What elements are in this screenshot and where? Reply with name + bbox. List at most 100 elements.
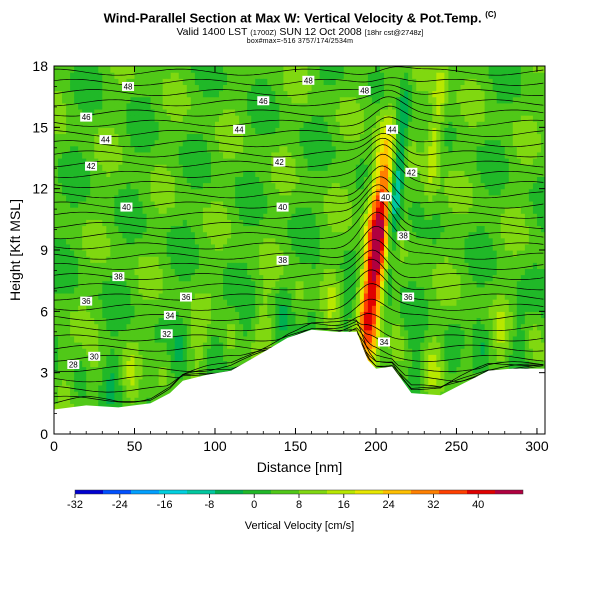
field-cell bbox=[202, 231, 208, 239]
field-cell bbox=[287, 121, 293, 128]
field-cell bbox=[202, 139, 208, 147]
field-cell bbox=[66, 78, 71, 85]
field-cell bbox=[371, 151, 377, 159]
field-cell bbox=[142, 250, 148, 257]
field-cell bbox=[106, 237, 111, 245]
field-cell bbox=[247, 170, 252, 177]
field-cell bbox=[86, 96, 91, 104]
field-cell bbox=[206, 108, 212, 116]
field-cell bbox=[287, 170, 293, 177]
field-cell bbox=[299, 286, 305, 294]
field-cell bbox=[106, 262, 111, 269]
field-cell bbox=[351, 182, 357, 190]
field-cell bbox=[323, 219, 329, 227]
field-cell bbox=[379, 151, 385, 159]
field-cell bbox=[110, 213, 115, 220]
field-cell bbox=[206, 243, 212, 251]
field-cell bbox=[214, 335, 220, 343]
field-cell bbox=[166, 280, 172, 288]
field-cell bbox=[90, 391, 95, 398]
field-cell bbox=[74, 115, 79, 122]
field-cell bbox=[106, 292, 111, 300]
field-cell bbox=[251, 72, 256, 79]
field-cell bbox=[126, 231, 132, 239]
field-cell bbox=[307, 188, 313, 196]
field-cell bbox=[363, 317, 369, 325]
field-cell bbox=[150, 213, 156, 220]
field-cell bbox=[134, 317, 140, 325]
field-cell bbox=[271, 72, 276, 79]
field-cell bbox=[74, 194, 79, 202]
field-cell bbox=[54, 133, 59, 141]
field-cell bbox=[299, 262, 305, 269]
field-cell bbox=[367, 305, 373, 312]
field-cell bbox=[263, 268, 268, 276]
field-cell bbox=[118, 66, 124, 73]
field-cell bbox=[303, 96, 309, 104]
field-cell bbox=[271, 292, 276, 300]
field-cell bbox=[283, 329, 289, 337]
field-cell bbox=[323, 207, 329, 214]
field-cell bbox=[299, 200, 305, 208]
field-cell bbox=[315, 311, 321, 319]
field-cell bbox=[102, 164, 107, 171]
field-cell bbox=[158, 194, 164, 202]
field-cell bbox=[259, 329, 264, 337]
field-cell bbox=[198, 243, 204, 251]
field-cell bbox=[190, 194, 196, 202]
field-cell bbox=[130, 305, 136, 312]
field-cell bbox=[359, 188, 365, 196]
field-cell bbox=[66, 342, 71, 349]
field-cell bbox=[271, 329, 276, 337]
field-cell bbox=[82, 207, 87, 214]
field-cell bbox=[134, 115, 140, 122]
field-cell bbox=[339, 96, 345, 104]
field-cell bbox=[219, 243, 224, 251]
field-cell bbox=[299, 164, 305, 171]
field-cell bbox=[186, 102, 192, 110]
field-cell bbox=[315, 207, 321, 214]
field-cell bbox=[166, 256, 172, 263]
field-cell bbox=[62, 335, 67, 343]
field-cell bbox=[182, 354, 188, 361]
field-cell bbox=[363, 182, 369, 190]
field-cell bbox=[279, 219, 285, 227]
field-cell bbox=[235, 317, 240, 325]
field-cell bbox=[142, 170, 148, 177]
field-cell bbox=[331, 90, 337, 98]
field-cell bbox=[142, 360, 148, 368]
field-cell bbox=[102, 348, 107, 355]
field-cell bbox=[138, 151, 144, 159]
field-cell bbox=[90, 305, 95, 312]
field-cell bbox=[206, 299, 212, 306]
field-cell bbox=[130, 219, 136, 227]
field-cell bbox=[58, 231, 63, 239]
field-cell bbox=[78, 170, 83, 177]
field-cell bbox=[126, 384, 132, 392]
field-cell bbox=[275, 164, 280, 171]
field-cell bbox=[323, 133, 329, 141]
field-cell bbox=[355, 219, 361, 227]
field-cell bbox=[355, 323, 361, 331]
field-cell bbox=[174, 170, 180, 177]
field-cell bbox=[347, 164, 353, 171]
field-cell bbox=[90, 121, 95, 128]
field-cell bbox=[307, 200, 313, 208]
field-cell bbox=[162, 348, 168, 355]
field-cell bbox=[295, 84, 301, 92]
field-cell bbox=[78, 207, 83, 214]
field-cell bbox=[283, 102, 289, 110]
field-cell bbox=[275, 292, 280, 300]
field-cell bbox=[367, 170, 373, 177]
field-cell bbox=[110, 329, 115, 337]
field-cell bbox=[315, 237, 321, 245]
field-cell bbox=[118, 164, 124, 171]
field-cell bbox=[271, 102, 276, 110]
field-cell bbox=[154, 231, 160, 239]
field-cell bbox=[82, 348, 87, 355]
field-cell bbox=[339, 292, 345, 300]
field-cell bbox=[379, 121, 385, 128]
field-cell bbox=[227, 115, 232, 122]
chart-title: Wind-Parallel Section at Max W: Vertical… bbox=[0, 10, 600, 26]
field-cell bbox=[74, 391, 79, 398]
